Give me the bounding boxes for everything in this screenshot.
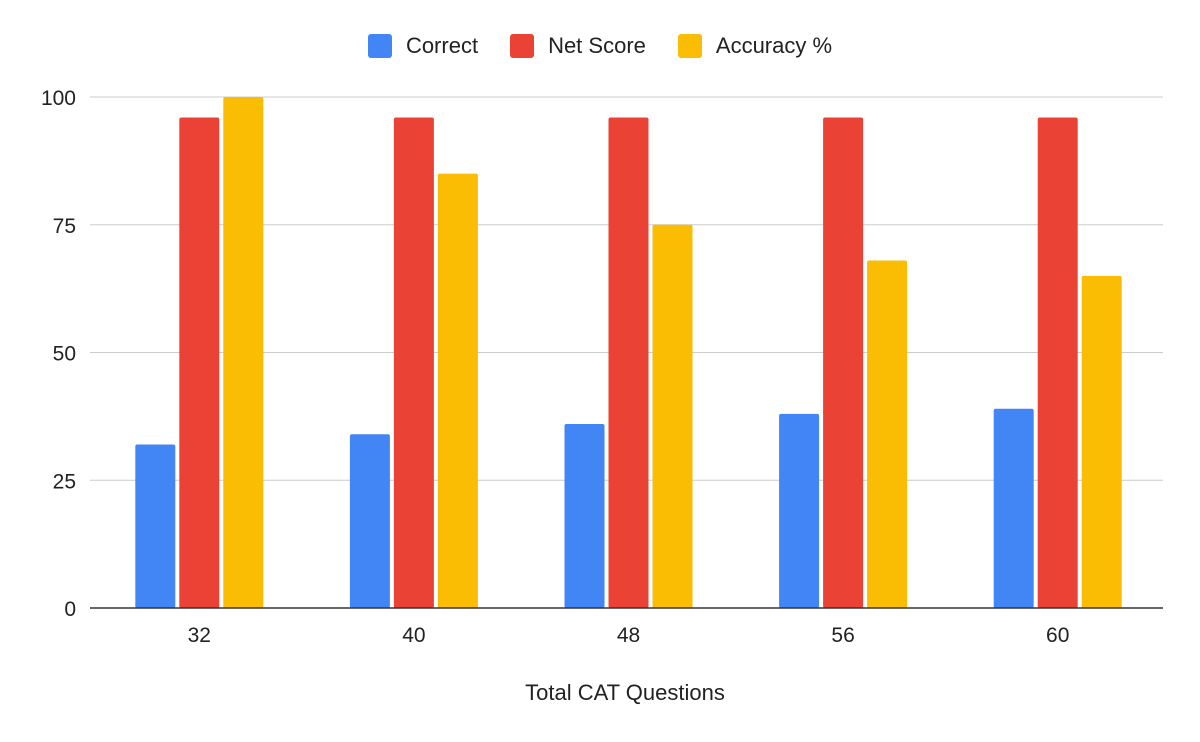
x-tick-label: 40 [402,624,425,647]
legend: Correct Net Score Accuracy % [0,33,1200,59]
legend-label-accuracy: Accuracy % [715,33,833,58]
bar-net-score-32 [179,117,220,608]
legend-swatch-correct [367,34,392,58]
bar-net-score-48 [608,117,649,608]
bar-correct-56 [779,413,820,608]
x-tick-label: 60 [1046,624,1069,647]
bar-correct-60 [993,408,1034,608]
legend-label-correct: Correct [405,33,479,58]
bar-accuracy-32 [223,97,264,608]
legend-item-accuracy: Accuracy % [677,33,833,59]
x-axis-title: Total CAT Questions [525,680,725,705]
y-tick-label: 0 [64,598,76,621]
bar-net-score-40 [393,117,434,608]
legend-item-correct: Correct [367,33,479,59]
y-tick-label: 25 [53,470,76,493]
bar-accuracy-48 [652,224,693,608]
bar-correct-40 [349,434,390,608]
bar-accuracy-60 [1081,275,1122,608]
legend-swatch-accuracy [677,34,702,58]
y-tick-label: 75 [53,215,76,238]
bar-net-score-60 [1037,117,1078,608]
bar-accuracy-56 [867,260,908,608]
legend-label-net-score: Net Score [548,33,646,58]
bar-accuracy-40 [437,173,478,608]
x-tick-label: 56 [831,624,854,647]
x-tick-label: 48 [617,624,640,647]
x-tick-label: 32 [188,624,211,647]
legend-swatch-net-score [510,34,535,58]
y-tick-label: 50 [53,343,76,366]
legend-item-net-score: Net Score [510,33,646,59]
bar-correct-48 [564,424,605,608]
y-tick-label: 100 [41,87,76,110]
bar-correct-32 [135,444,176,608]
bar-net-score-56 [823,117,864,608]
